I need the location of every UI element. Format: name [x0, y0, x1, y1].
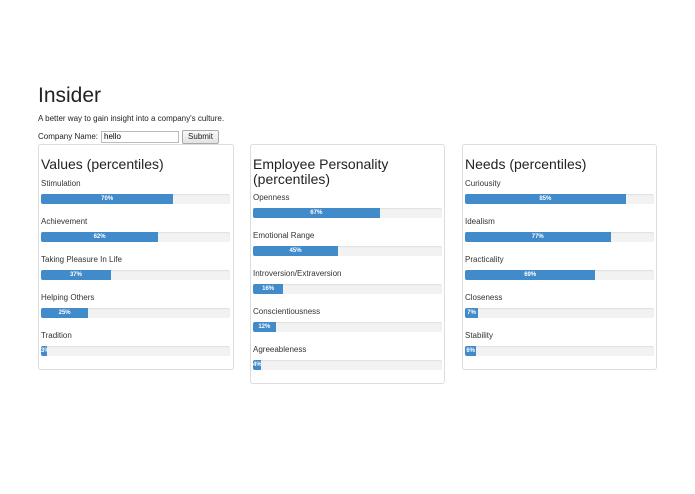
- panel-title: Needs (percentiles): [465, 156, 587, 172]
- trait-label: Introversion/Extraversion: [253, 269, 342, 278]
- progress-bar-track: 77%: [465, 232, 654, 242]
- progress-bar-track: 67%: [253, 208, 442, 218]
- progress-bar-fill: 70%: [41, 194, 174, 204]
- panel-title: Values (percentiles): [41, 156, 164, 172]
- progress-bar-track: 25%: [41, 308, 230, 318]
- trait-label: Openness: [253, 193, 290, 202]
- progress-bar-fill: 12%: [253, 322, 276, 332]
- progress-bar-track: 69%: [465, 270, 654, 280]
- app-tagline: A better way to gain insight into a comp…: [38, 114, 225, 123]
- progress-bar-fill: 37%: [41, 270, 111, 280]
- trait-label: Stimulation: [41, 179, 81, 188]
- progress-bar-track: 16%: [253, 284, 442, 294]
- progress-bar-fill: 85%: [465, 194, 626, 204]
- trait-label: Conscientiousness: [253, 307, 321, 316]
- trait-label: Emotional Range: [253, 231, 315, 240]
- progress-bar-track: 37%: [41, 270, 230, 280]
- progress-bar-fill: 6%: [465, 346, 477, 356]
- progress-bar-track: 45%: [253, 246, 442, 256]
- progress-bar-fill: 77%: [465, 232, 611, 242]
- progress-bar-fill: 69%: [465, 270, 596, 280]
- values-panel: Values (percentiles) Stimulation 70% Ach…: [38, 144, 234, 370]
- trait-label: Idealism: [465, 217, 495, 226]
- trait-label: Stability: [465, 331, 494, 340]
- trait-label: Agreeableness: [253, 345, 307, 354]
- progress-bar-fill: 67%: [253, 208, 380, 218]
- company-name-label: Company Name:: [38, 132, 99, 141]
- progress-bar-fill: 16%: [253, 284, 284, 294]
- needs-panel: Needs (percentiles) Curiousity 85% Ideal…: [462, 144, 657, 370]
- trait-label: Taking Pleasure In Life: [41, 255, 122, 264]
- progress-bar-track: 3%: [41, 346, 230, 356]
- progress-bar-track: 70%: [41, 194, 230, 204]
- company-name-input[interactable]: [101, 130, 180, 143]
- personality-panel: Employee Personality (percentiles) Openn…: [250, 144, 445, 384]
- app-title: Insider: [38, 84, 102, 107]
- trait-label: Curiousity: [465, 179, 501, 188]
- progress-bar-track: 62%: [41, 232, 230, 242]
- progress-bar-fill: 25%: [41, 308, 89, 318]
- progress-bar-track: 85%: [465, 194, 654, 204]
- progress-bar-fill: 7%: [465, 308, 479, 318]
- progress-bar-fill: 45%: [253, 246, 339, 256]
- progress-bar-fill: 62%: [41, 232, 159, 242]
- company-search-form: Company Name: Submit: [38, 129, 219, 144]
- trait-label: Tradition: [41, 331, 72, 340]
- submit-button[interactable]: Submit: [182, 129, 219, 144]
- trait-label: Helping Others: [41, 293, 95, 302]
- panel-title: Employee Personality (percentiles): [253, 156, 389, 187]
- progress-bar-track: 4%: [253, 360, 442, 370]
- trait-label: Practicality: [465, 255, 504, 264]
- progress-bar-fill: 3%: [41, 346, 47, 356]
- trait-label: Achievement: [41, 217, 88, 226]
- trait-label: Closeness: [465, 293, 503, 302]
- progress-bar-track: 6%: [465, 346, 654, 356]
- progress-bar-track: 12%: [253, 322, 442, 332]
- progress-bar-fill: 4%: [253, 360, 261, 370]
- progress-bar-track: 7%: [465, 308, 654, 318]
